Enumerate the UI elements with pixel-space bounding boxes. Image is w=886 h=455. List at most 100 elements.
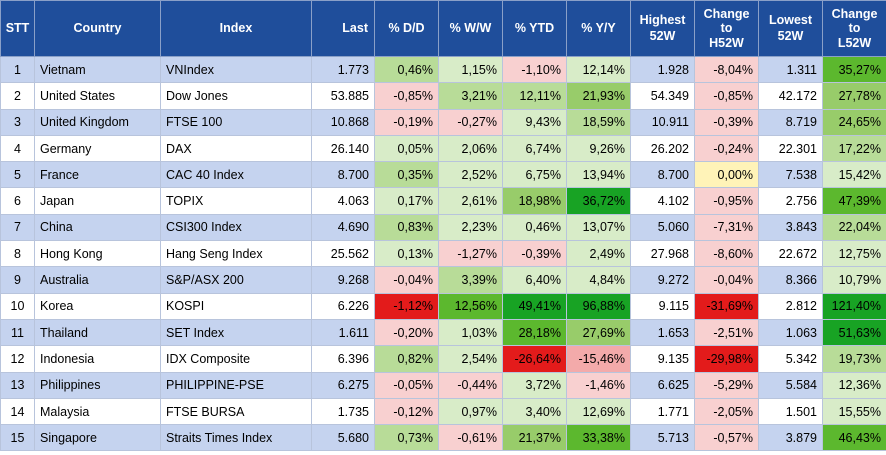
- cell-yy: 4,84%: [566, 266, 631, 294]
- cell-yy: 21,93%: [566, 82, 631, 110]
- cell-l52: 3.879: [758, 424, 823, 452]
- cell-index: Straits Times Index: [160, 424, 312, 452]
- cell-stt: 12: [0, 345, 35, 373]
- table-row: 11 Thailand SET Index 1.611 -0,20% 1,03% 28,18…: [0, 318, 886, 347]
- cell-yy: 27,69%: [566, 318, 631, 347]
- header-ytd: % YTD: [502, 0, 567, 57]
- cell-ww: 2,52%: [438, 161, 503, 189]
- cell-index: CSI300 Index: [160, 213, 312, 242]
- cell-index: CAC 40 Index: [160, 161, 312, 189]
- cell-dd: 0,13%: [374, 240, 439, 268]
- cell-index: IDX Composite: [160, 345, 312, 373]
- cell-ytd: -26,64%: [502, 345, 567, 373]
- cell-ch52: -0,24%: [694, 134, 759, 163]
- cell-ytd: -0,39%: [502, 240, 567, 268]
- cell-l52: 1.063: [758, 318, 823, 347]
- cell-h52: 5.713: [630, 424, 695, 452]
- cell-stt: 15: [0, 424, 35, 452]
- cell-yy: 13,94%: [566, 161, 631, 189]
- cell-index: S&P/ASX 200: [160, 266, 312, 294]
- cell-country: Indonesia: [34, 345, 161, 373]
- cell-country: Australia: [34, 266, 161, 294]
- cell-yy: 2,49%: [566, 240, 631, 268]
- cell-dd: -0,12%: [374, 397, 439, 426]
- cell-ww: 0,97%: [438, 397, 503, 426]
- cell-last: 1.773: [311, 55, 375, 84]
- cell-cl52: 15,55%: [822, 397, 886, 426]
- cell-ww: 1,03%: [438, 318, 503, 347]
- cell-last: 26.140: [311, 134, 375, 163]
- cell-cl52: 12,75%: [822, 240, 886, 268]
- cell-last: 5.680: [311, 424, 375, 452]
- table-row: 6 Japan TOPIX 4.063 0,17% 2,61% 18,98% 36,72% 4.…: [0, 187, 886, 215]
- cell-dd: 0,46%: [374, 55, 439, 84]
- cell-last: 25.562: [311, 240, 375, 268]
- cell-stt: 14: [0, 397, 35, 426]
- cell-ww: -0,27%: [438, 108, 503, 136]
- cell-l52: 22.301: [758, 134, 823, 163]
- cell-stt: 9: [0, 266, 35, 294]
- header-stt: STT: [0, 0, 35, 57]
- cell-cl52: 47,39%: [822, 187, 886, 215]
- table-row: 5 France CAC 40 Index 8.700 0,35% 2,52% 6,75% 1…: [0, 161, 886, 189]
- cell-yy: 9,26%: [566, 134, 631, 163]
- cell-last: 6.226: [311, 292, 375, 320]
- cell-index: KOSPI: [160, 292, 312, 320]
- header-ch52: Change to H52W: [694, 0, 759, 57]
- cell-stt: 1: [0, 55, 35, 84]
- cell-ch52: -29,98%: [694, 345, 759, 373]
- header-row: STT Country Index Last % D/D % W/W % YTD…: [0, 0, 886, 57]
- cell-country: Korea: [34, 292, 161, 320]
- cell-l52: 8.366: [758, 266, 823, 294]
- cell-h52: 54.349: [630, 82, 695, 110]
- cell-stt: 10: [0, 292, 35, 320]
- cell-last: 1.611: [311, 318, 375, 347]
- cell-index: PHILIPPINE-PSE: [160, 371, 312, 399]
- cell-ytd: 28,18%: [502, 318, 567, 347]
- cell-yy: 13,07%: [566, 213, 631, 242]
- cell-cl52: 12,36%: [822, 371, 886, 399]
- cell-l52: 22.672: [758, 240, 823, 268]
- cell-ytd: 6,74%: [502, 134, 567, 163]
- cell-ytd: 12,11%: [502, 82, 567, 110]
- cell-h52: 5.060: [630, 213, 695, 242]
- cell-yy: 18,59%: [566, 108, 631, 136]
- cell-index: SET Index: [160, 318, 312, 347]
- cell-cl52: 51,63%: [822, 318, 886, 347]
- cell-h52: 6.625: [630, 371, 695, 399]
- cell-dd: 0,05%: [374, 134, 439, 163]
- cell-last: 4.063: [311, 187, 375, 215]
- cell-index: TOPIX: [160, 187, 312, 215]
- header-dd: % D/D: [374, 0, 439, 57]
- cell-l52: 5.584: [758, 371, 823, 399]
- cell-ch52: -5,29%: [694, 371, 759, 399]
- cell-h52: 4.102: [630, 187, 695, 215]
- table-row: 7 China CSI300 Index 4.690 0,83% 2,23% 0,46% 13…: [0, 213, 886, 242]
- cell-country: Hong Kong: [34, 240, 161, 268]
- cell-ch52: -0,57%: [694, 424, 759, 452]
- cell-h52: 9.272: [630, 266, 695, 294]
- cell-ww: -0,44%: [438, 371, 503, 399]
- header-last: Last: [311, 0, 375, 57]
- cell-ytd: 49,41%: [502, 292, 567, 320]
- cell-cl52: 19,73%: [822, 345, 886, 373]
- cell-stt: 7: [0, 213, 35, 242]
- cell-ww: -0,61%: [438, 424, 503, 452]
- cell-ch52: -7,31%: [694, 213, 759, 242]
- header-yy: % Y/Y: [566, 0, 631, 57]
- cell-stt: 3: [0, 108, 35, 136]
- cell-country: Malaysia: [34, 397, 161, 426]
- cell-ww: 2,61%: [438, 187, 503, 215]
- cell-h52: 1.771: [630, 397, 695, 426]
- cell-h52: 1.928: [630, 55, 695, 84]
- cell-last: 8.700: [311, 161, 375, 189]
- table-row: 8 Hong Kong Hang Seng Index 25.562 0,13% -1,2…: [0, 240, 886, 268]
- cell-index: Dow Jones: [160, 82, 312, 110]
- cell-ww: 2,23%: [438, 213, 503, 242]
- cell-ch52: -0,95%: [694, 187, 759, 215]
- cell-country: Germany: [34, 134, 161, 163]
- cell-ytd: 9,43%: [502, 108, 567, 136]
- cell-h52: 27.968: [630, 240, 695, 268]
- cell-ytd: 21,37%: [502, 424, 567, 452]
- header-ww: % W/W: [438, 0, 503, 57]
